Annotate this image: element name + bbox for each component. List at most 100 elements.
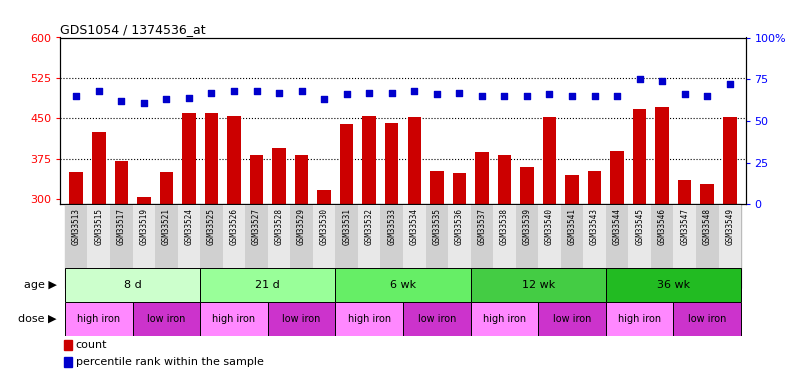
- Point: [723, 81, 736, 87]
- Bar: [268, 302, 335, 336]
- Text: GSM33537: GSM33537: [477, 207, 486, 245]
- Bar: [358, 204, 380, 268]
- Bar: [655, 108, 669, 360]
- Text: high iron: high iron: [618, 314, 661, 324]
- Text: GSM33526: GSM33526: [230, 207, 239, 245]
- Text: 6 wk: 6 wk: [390, 280, 416, 290]
- Bar: [290, 204, 313, 288]
- Bar: [335, 204, 358, 288]
- Point: [453, 90, 466, 96]
- Bar: [200, 204, 222, 288]
- Bar: [475, 152, 488, 360]
- Bar: [403, 302, 471, 336]
- Text: high iron: high iron: [77, 314, 120, 324]
- Bar: [588, 171, 601, 360]
- Text: GSM33524: GSM33524: [185, 207, 193, 245]
- Bar: [318, 190, 331, 360]
- Bar: [114, 161, 128, 360]
- Bar: [430, 171, 443, 360]
- Bar: [245, 204, 268, 288]
- Point: [227, 88, 240, 94]
- Bar: [542, 117, 556, 360]
- Bar: [606, 268, 741, 302]
- Point: [295, 88, 308, 94]
- Text: age ▶: age ▶: [23, 280, 56, 290]
- Bar: [155, 204, 177, 268]
- Bar: [155, 204, 177, 288]
- Bar: [718, 204, 741, 268]
- Bar: [132, 204, 155, 288]
- Point: [634, 76, 646, 82]
- Text: high iron: high iron: [483, 314, 526, 324]
- Text: high iron: high iron: [213, 314, 256, 324]
- Text: GSM33545: GSM33545: [635, 207, 644, 245]
- Point: [588, 93, 601, 99]
- Text: 21 d: 21 d: [256, 280, 280, 290]
- Bar: [471, 204, 493, 288]
- Bar: [453, 173, 466, 360]
- Bar: [250, 155, 264, 360]
- Text: GDS1054 / 1374536_at: GDS1054 / 1374536_at: [60, 23, 206, 36]
- Text: percentile rank within the sample: percentile rank within the sample: [76, 357, 264, 367]
- Bar: [110, 204, 132, 268]
- Bar: [651, 204, 674, 268]
- Bar: [335, 204, 358, 268]
- Bar: [385, 123, 398, 360]
- Bar: [629, 204, 651, 288]
- Text: low iron: low iron: [553, 314, 592, 324]
- Bar: [565, 175, 579, 360]
- Text: GSM33538: GSM33538: [500, 207, 509, 245]
- Bar: [92, 132, 106, 360]
- Bar: [723, 117, 737, 360]
- Bar: [606, 302, 674, 336]
- Bar: [610, 150, 624, 360]
- Bar: [137, 197, 151, 360]
- Bar: [516, 204, 538, 288]
- Bar: [696, 204, 718, 288]
- Bar: [200, 204, 222, 268]
- Bar: [700, 184, 714, 360]
- Bar: [584, 204, 606, 288]
- Point: [430, 91, 443, 97]
- Text: GSM33532: GSM33532: [364, 207, 374, 245]
- Point: [476, 93, 488, 99]
- Bar: [358, 204, 380, 288]
- Bar: [538, 204, 561, 268]
- Bar: [88, 204, 110, 268]
- Bar: [426, 204, 448, 268]
- Bar: [403, 204, 426, 288]
- Point: [363, 90, 376, 96]
- Bar: [88, 204, 110, 288]
- Bar: [160, 172, 173, 360]
- Text: GSM33525: GSM33525: [207, 207, 216, 245]
- Point: [566, 93, 579, 99]
- Bar: [520, 167, 534, 360]
- Bar: [629, 204, 651, 268]
- Text: GSM33540: GSM33540: [545, 207, 554, 245]
- Text: GSM33515: GSM33515: [94, 207, 103, 245]
- Bar: [222, 204, 245, 288]
- Text: GSM33546: GSM33546: [658, 207, 667, 245]
- Text: low iron: low iron: [282, 314, 321, 324]
- Point: [70, 93, 83, 99]
- Bar: [177, 204, 200, 288]
- Bar: [561, 204, 584, 288]
- Bar: [335, 268, 471, 302]
- Text: GSM33534: GSM33534: [409, 207, 419, 245]
- Point: [93, 88, 106, 94]
- Bar: [340, 124, 353, 360]
- Text: high iron: high iron: [347, 314, 391, 324]
- Text: GSM33519: GSM33519: [139, 207, 148, 245]
- Bar: [674, 204, 696, 288]
- Bar: [606, 204, 629, 268]
- Bar: [177, 204, 200, 268]
- Point: [272, 90, 285, 96]
- Bar: [295, 155, 309, 360]
- Text: GSM33513: GSM33513: [72, 207, 81, 245]
- Text: GSM33541: GSM33541: [567, 207, 576, 245]
- Point: [160, 96, 172, 102]
- Bar: [497, 155, 511, 360]
- Bar: [493, 204, 516, 268]
- Bar: [718, 204, 741, 288]
- Bar: [471, 302, 538, 336]
